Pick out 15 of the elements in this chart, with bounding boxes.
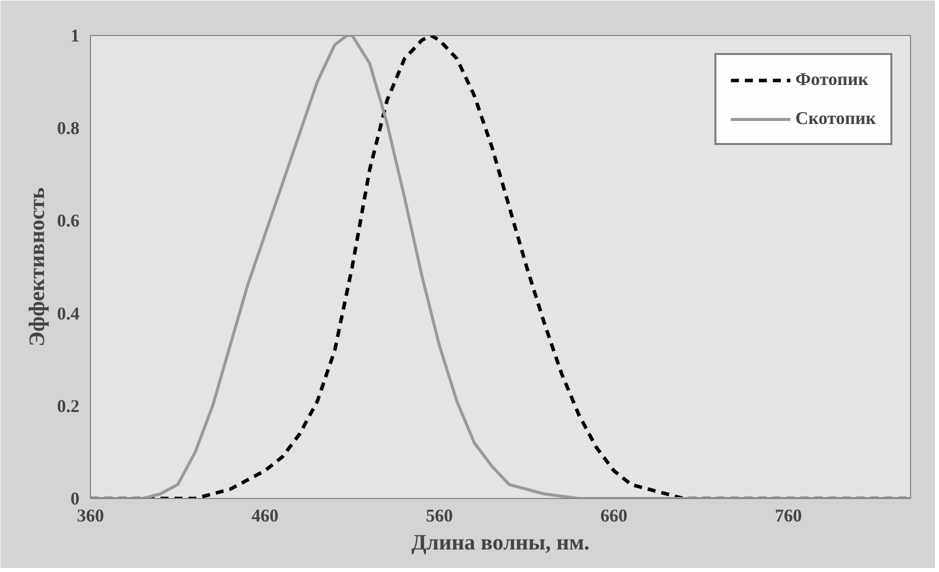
x-tick-label: 360 bbox=[77, 506, 104, 526]
y-tick-label: 0.6 bbox=[57, 210, 80, 231]
legend-label: Фотопик bbox=[795, 69, 868, 90]
y-tick-label: 0.8 bbox=[57, 118, 80, 138]
y-tick-label: 0.2 bbox=[57, 396, 80, 416]
legend-label: Скотопик bbox=[795, 108, 876, 129]
y-axis-title: Эффективность bbox=[24, 187, 49, 347]
x-tick-label: 760 bbox=[774, 506, 802, 526]
x-tick-label: 560 bbox=[426, 506, 453, 526]
y-tick-label: 0.4 bbox=[57, 303, 80, 324]
x-tick-label: 660 bbox=[600, 506, 628, 526]
y-tick-label: 0 bbox=[70, 488, 80, 508]
y-tick-label: 1 bbox=[70, 26, 80, 46]
x-tick-label: 460 bbox=[251, 506, 278, 526]
x-axis-title: Длина волны, нм. bbox=[411, 530, 590, 554]
